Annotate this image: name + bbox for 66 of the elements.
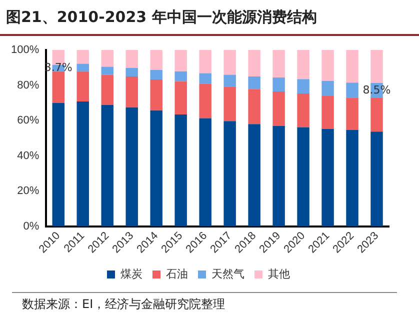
- bar: [150, 110, 162, 226]
- bar: [174, 81, 187, 115]
- bar: [322, 128, 334, 226]
- bar: [297, 127, 310, 226]
- legend-label: 石油: [166, 268, 188, 281]
- bar: [126, 68, 138, 76]
- bar: [370, 50, 383, 83]
- bar: [224, 121, 236, 226]
- bar: [199, 73, 212, 84]
- bar: [150, 50, 162, 70]
- bar: [272, 78, 285, 92]
- data-label: 3.7%: [44, 60, 72, 74]
- bar: [76, 71, 89, 102]
- y-tick-label: 40%: [17, 150, 40, 162]
- bar: [346, 98, 358, 130]
- bar: [248, 76, 260, 90]
- bar: [126, 50, 138, 68]
- bar: [174, 71, 187, 82]
- bar: [224, 86, 236, 122]
- bar: [52, 102, 64, 226]
- bar: [370, 98, 383, 132]
- bar: [297, 50, 310, 80]
- bar: [126, 76, 138, 108]
- bar: [101, 50, 114, 67]
- y-tick-label: 80%: [17, 79, 40, 92]
- bar: [52, 71, 64, 103]
- bar: [76, 102, 89, 226]
- bar: [76, 50, 89, 64]
- y-tick-label: 20%: [17, 185, 40, 198]
- bar: [174, 114, 187, 226]
- bar: [126, 107, 138, 226]
- bar: [322, 96, 334, 129]
- bar: [322, 50, 334, 81]
- bar: [248, 89, 260, 124]
- y-tick-label: 100%: [10, 44, 40, 56]
- bar: [322, 80, 334, 96]
- bar: [199, 118, 212, 226]
- bar: [370, 132, 383, 226]
- bar: [101, 66, 114, 75]
- bar: [272, 91, 285, 126]
- legend-label: 其他: [268, 268, 290, 281]
- bar: [76, 64, 89, 72]
- bar: [199, 84, 212, 118]
- bar: [297, 79, 310, 94]
- bar: [272, 126, 285, 226]
- bar: [150, 79, 162, 110]
- bar: [101, 104, 114, 226]
- bar: [248, 50, 260, 76]
- bar: [346, 130, 358, 226]
- source-note: 数据来源：EI，经济与金融研究院整理: [22, 296, 226, 313]
- bar: [346, 82, 358, 98]
- bar: [346, 50, 358, 83]
- legend-label: 煤炭: [120, 268, 142, 281]
- bar: [101, 74, 114, 105]
- bar: [224, 74, 236, 87]
- y-tick-label: 0%: [23, 220, 40, 232]
- bar: [248, 124, 260, 226]
- bar: [174, 50, 187, 72]
- bar: [297, 94, 310, 128]
- bar: [150, 70, 162, 80]
- bar: [199, 50, 212, 74]
- chart-title: 图21、2010-2023 年中国一次能源消费结构: [6, 8, 317, 27]
- legend-label: 天然气: [212, 268, 244, 281]
- bar: [272, 50, 285, 78]
- y-tick-label: 60%: [17, 114, 40, 127]
- bar: [224, 50, 236, 75]
